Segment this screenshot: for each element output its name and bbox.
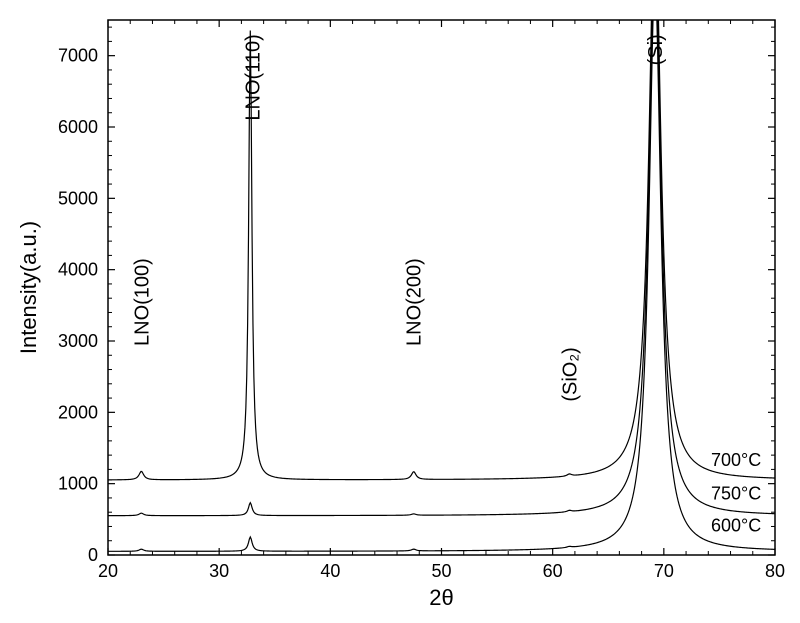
svg-text:20: 20 — [98, 561, 118, 581]
svg-text:6000: 6000 — [58, 117, 98, 137]
svg-text:2θ: 2θ — [429, 585, 453, 610]
svg-text:7000: 7000 — [58, 46, 98, 66]
svg-text:2000: 2000 — [58, 402, 98, 422]
svg-text:0: 0 — [88, 545, 98, 565]
svg-text:70: 70 — [654, 561, 674, 581]
svg-text:Intensity(a.u.): Intensity(a.u.) — [16, 221, 41, 354]
series-label-700C: 700°C — [711, 450, 761, 470]
svg-text:30: 30 — [209, 561, 229, 581]
svg-text:5000: 5000 — [58, 188, 98, 208]
peak-label: LNO(100) — [131, 258, 153, 346]
svg-text:60: 60 — [543, 561, 563, 581]
svg-text:4000: 4000 — [58, 260, 98, 280]
peak-label: (Si) — [645, 34, 667, 65]
peak-label: (SiO₂) — [559, 347, 581, 401]
series-label-750C: 750°C — [711, 483, 761, 503]
xrd-chart: 20 30 40 50 60 70 80 0 1000 2000 3000 4000 5000 6000 7… — [0, 0, 800, 623]
svg-text:3000: 3000 — [58, 331, 98, 351]
svg-text:1000: 1000 — [58, 474, 98, 494]
svg-text:40: 40 — [320, 561, 340, 581]
peak-label: LNO(200) — [404, 258, 426, 346]
series-label-600C: 600°C — [711, 515, 761, 535]
peak-label: LNO(110) — [243, 34, 265, 120]
svg-text:50: 50 — [431, 561, 451, 581]
svg-text:80: 80 — [765, 561, 785, 581]
